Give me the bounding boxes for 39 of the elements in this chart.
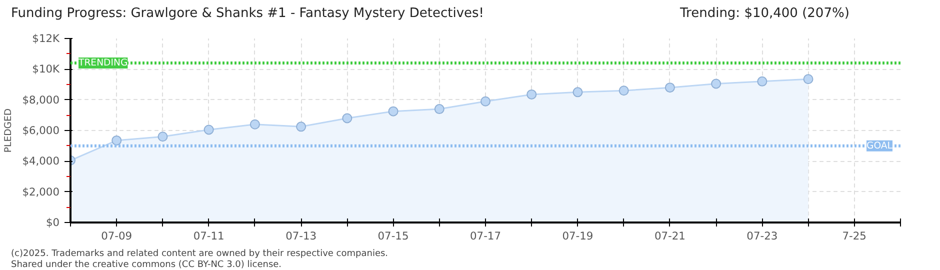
y-tick-label: $0	[46, 216, 60, 229]
ref-line-label: TRENDING	[78, 58, 128, 69]
point	[158, 132, 168, 142]
point	[296, 122, 306, 132]
x-tick-label: 07-09	[101, 230, 132, 242]
x-tick-label: 07-11	[193, 230, 224, 242]
x-tick-label: 07-21	[654, 230, 686, 242]
text: Shared under the creative commons (CC BY-NC 3.0) license.	[11, 260, 282, 270]
x-tick-label: 7-25	[842, 230, 866, 242]
y-tick-label: $8,000	[22, 93, 60, 106]
y-axis-title: PLEDGED	[3, 108, 14, 153]
point	[803, 74, 814, 84]
text: (c)2025. Trademarks and related content are owned by their respective companies.	[11, 249, 388, 259]
y-tick-label: $4,000	[22, 154, 60, 168]
point	[664, 82, 675, 93]
point	[112, 135, 122, 146]
point	[480, 96, 490, 106]
text: Trending: $10,400 (207%)	[680, 5, 850, 23]
point	[204, 124, 214, 135]
point	[572, 87, 583, 98]
y-tick-label: $6,000	[22, 124, 60, 137]
point	[618, 86, 629, 96]
x-tick-label: 07-15	[378, 230, 409, 242]
point	[526, 89, 537, 100]
x-tick-label: 07-19	[562, 230, 594, 242]
point	[434, 104, 444, 114]
x-tick-label: 07-23	[746, 230, 778, 242]
chart-title: Funding Progress: Grawlgore & Shanks #1 - Fantasy Mystery Detectives!	[11, 5, 484, 23]
point	[711, 78, 722, 89]
point	[388, 106, 398, 116]
ref-line-label: GOAL	[866, 140, 894, 152]
y-tick-label: $10K	[32, 62, 61, 76]
point	[757, 76, 768, 86]
y-tick-label: $2,000	[22, 185, 60, 198]
x-tick-label: 07-13	[286, 230, 317, 242]
y-tick-label: $12K	[32, 32, 61, 45]
x-tick-label: 07-17	[470, 230, 501, 242]
point	[342, 113, 352, 124]
point	[250, 119, 260, 130]
